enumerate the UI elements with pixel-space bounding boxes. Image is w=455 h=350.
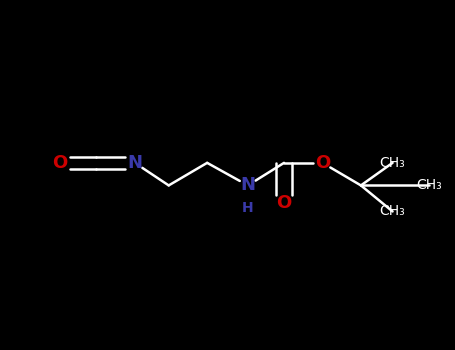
Text: N: N xyxy=(127,154,142,172)
Text: H: H xyxy=(242,201,254,215)
Text: N: N xyxy=(240,176,255,194)
Text: O: O xyxy=(315,154,330,172)
Text: CH₃: CH₃ xyxy=(416,178,442,192)
Text: CH₃: CH₃ xyxy=(379,204,405,218)
Text: CH₃: CH₃ xyxy=(379,156,405,170)
Text: O: O xyxy=(53,154,68,172)
Text: O: O xyxy=(276,194,292,212)
